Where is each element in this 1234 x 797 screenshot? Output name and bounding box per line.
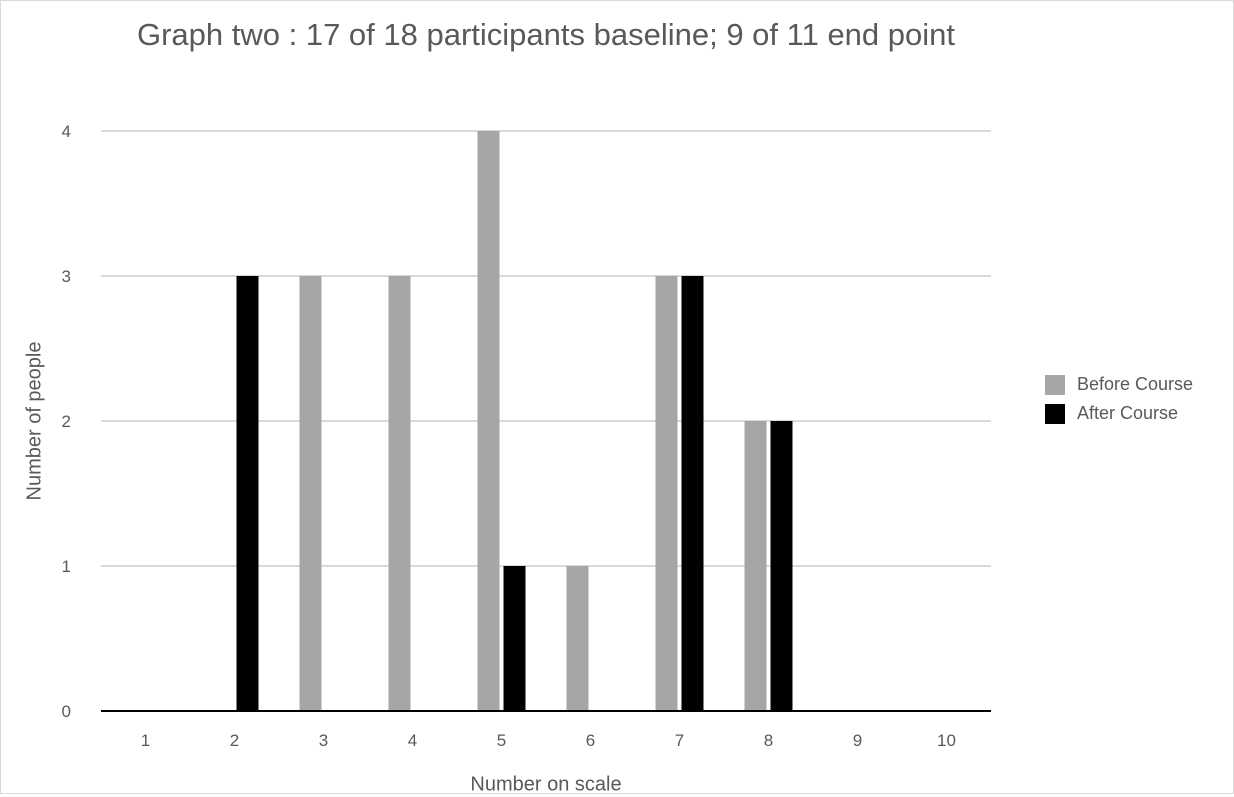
x-tick-label: 7 xyxy=(675,731,684,750)
x-tick-label: 10 xyxy=(937,731,956,750)
bar-before-course xyxy=(744,421,767,711)
x-axis-title: Number on scale xyxy=(470,773,622,796)
gridlines xyxy=(101,130,991,567)
x-tick-label: 4 xyxy=(408,731,417,750)
bar-after-course xyxy=(503,566,526,711)
legend: Before Course After Course xyxy=(1045,370,1193,428)
x-tick-label: 5 xyxy=(497,731,506,750)
legend-swatch-before xyxy=(1045,374,1065,395)
bar-after-course xyxy=(681,276,704,711)
legend-swatch-after xyxy=(1045,403,1065,424)
bar-before-course xyxy=(655,276,678,711)
y-tick-labels: 0 1 2 3 4 xyxy=(62,122,71,721)
bars xyxy=(236,131,793,711)
bar-after-course xyxy=(236,276,259,711)
y-tick-label: 4 xyxy=(62,122,71,141)
legend-item-after: After Course xyxy=(1045,399,1193,428)
bar-after-course xyxy=(770,421,793,711)
bar-before-course xyxy=(566,566,589,711)
x-tick-label: 2 xyxy=(230,731,239,750)
bar-before-course xyxy=(299,276,322,711)
y-tick-label: 0 xyxy=(62,702,71,721)
legend-label-after: After Course xyxy=(1077,403,1179,423)
bar-before-course xyxy=(388,276,411,711)
chart-title: Graph two : 17 of 18 participants baseli… xyxy=(136,17,956,52)
y-tick-label: 3 xyxy=(62,267,71,286)
legend-item-before: Before Course xyxy=(1045,370,1193,399)
y-tick-label: 1 xyxy=(62,557,71,576)
x-tick-label: 9 xyxy=(853,731,862,750)
x-tick-label: 3 xyxy=(319,731,328,750)
x-tick-label: 1 xyxy=(141,731,150,750)
bar-before-course xyxy=(477,131,500,711)
x-tick-labels: 1 2 3 4 5 6 7 8 9 10 xyxy=(141,731,956,750)
y-tick-label: 2 xyxy=(62,412,71,431)
x-tick-label: 6 xyxy=(586,731,595,750)
x-tick-label: 8 xyxy=(764,731,773,750)
legend-label-before: Before Course xyxy=(1077,374,1194,394)
